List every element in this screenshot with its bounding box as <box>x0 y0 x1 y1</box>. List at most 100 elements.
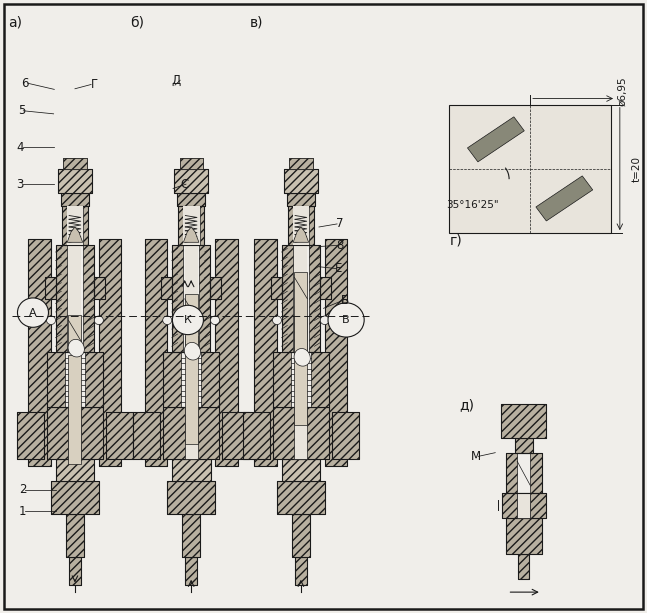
Bar <box>177 193 205 205</box>
Bar <box>133 413 160 459</box>
Bar <box>69 557 81 585</box>
Bar <box>332 413 359 459</box>
Text: М: М <box>471 450 481 463</box>
Bar <box>215 239 237 465</box>
Bar <box>56 245 67 352</box>
Polygon shape <box>536 176 593 221</box>
Bar <box>173 245 210 352</box>
Bar <box>254 239 277 465</box>
Bar <box>185 557 197 585</box>
Bar <box>184 336 197 444</box>
Circle shape <box>328 303 364 337</box>
Bar <box>47 352 103 408</box>
Bar <box>99 239 122 465</box>
Circle shape <box>173 305 203 335</box>
Bar <box>292 205 309 245</box>
Bar <box>294 272 307 352</box>
Bar <box>215 239 237 465</box>
Bar <box>106 413 133 459</box>
Bar <box>505 517 542 554</box>
Polygon shape <box>68 340 84 357</box>
Bar <box>325 239 347 465</box>
Polygon shape <box>184 343 201 360</box>
Bar <box>58 169 92 193</box>
Bar <box>69 557 81 585</box>
Bar <box>164 408 219 459</box>
Bar <box>284 169 318 193</box>
Bar <box>518 554 529 579</box>
Bar <box>184 294 197 352</box>
Text: Б: Б <box>341 294 349 307</box>
Bar <box>289 158 313 169</box>
Bar <box>63 158 87 169</box>
Text: 6: 6 <box>21 77 29 89</box>
Bar <box>517 493 530 517</box>
Bar <box>332 413 359 459</box>
Bar <box>179 158 203 169</box>
Circle shape <box>163 316 172 324</box>
Text: 1: 1 <box>19 505 27 518</box>
Bar <box>273 352 291 408</box>
Bar <box>222 413 249 459</box>
Text: С: С <box>181 178 189 191</box>
Bar <box>179 158 203 169</box>
Text: 4: 4 <box>16 141 24 154</box>
Bar <box>62 205 88 245</box>
Circle shape <box>17 298 49 327</box>
Bar <box>50 481 99 514</box>
Bar <box>450 105 611 233</box>
Bar <box>145 239 168 465</box>
Bar <box>501 493 517 517</box>
Bar <box>164 352 219 408</box>
Bar <box>161 278 173 299</box>
Bar <box>501 493 545 517</box>
Bar <box>17 413 44 459</box>
Bar <box>184 408 197 459</box>
Bar <box>66 514 84 557</box>
Text: а): а) <box>8 16 23 30</box>
Bar <box>17 413 44 459</box>
Text: 35°16'25": 35°16'25" <box>446 200 499 210</box>
Bar <box>289 158 313 169</box>
Text: ø6,95: ø6,95 <box>617 77 627 106</box>
Bar <box>178 205 182 245</box>
Bar <box>294 245 307 352</box>
Bar <box>514 438 532 453</box>
Bar <box>505 453 542 493</box>
Bar <box>281 459 320 481</box>
Text: В: В <box>342 315 350 325</box>
Bar <box>63 158 87 169</box>
Text: Е: Е <box>335 262 343 275</box>
Bar <box>45 278 56 299</box>
Polygon shape <box>67 227 83 242</box>
Circle shape <box>94 316 104 324</box>
Circle shape <box>272 316 281 324</box>
Bar <box>270 278 282 299</box>
Bar <box>56 459 94 481</box>
Bar <box>294 316 307 425</box>
Text: Б: Б <box>341 294 349 307</box>
Bar <box>185 557 197 585</box>
Bar <box>182 205 199 245</box>
Bar <box>243 413 270 459</box>
Polygon shape <box>183 227 199 242</box>
Bar <box>178 205 204 245</box>
Bar <box>61 193 89 205</box>
Text: в): в) <box>249 16 263 30</box>
Text: К: К <box>184 315 192 325</box>
Circle shape <box>47 316 56 324</box>
Bar <box>184 245 197 352</box>
Bar <box>58 169 92 193</box>
Bar <box>199 245 210 352</box>
Bar <box>210 278 221 299</box>
Bar <box>199 205 204 245</box>
Bar <box>182 514 200 557</box>
Bar <box>47 352 65 408</box>
Bar <box>28 239 51 465</box>
Bar <box>67 205 83 245</box>
Bar <box>145 239 168 465</box>
Text: Г: Г <box>91 78 98 91</box>
Bar <box>287 193 315 205</box>
Bar <box>295 557 307 585</box>
Bar <box>182 514 200 557</box>
